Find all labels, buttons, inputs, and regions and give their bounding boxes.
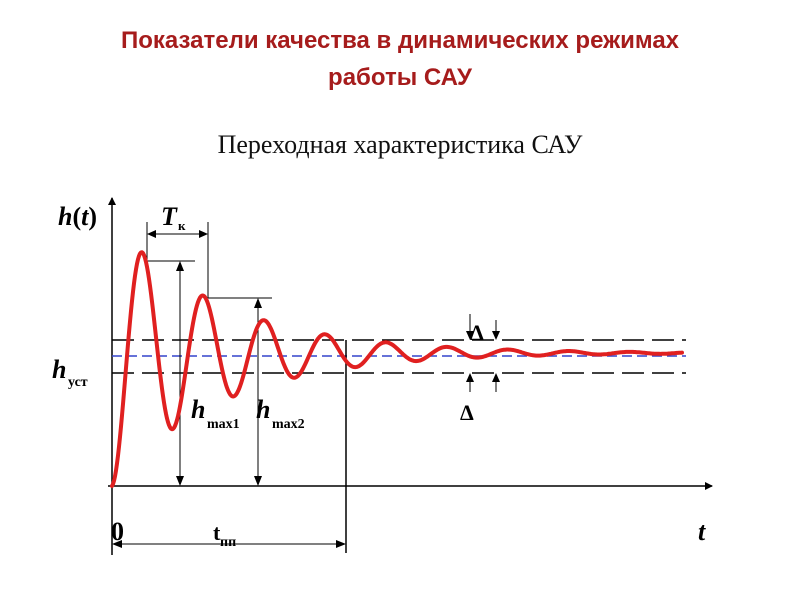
slide-title-line1: Показатели качества в динамических режим…	[120, 27, 680, 54]
settling-time-subscript: пп	[220, 535, 236, 550]
transient-response-curve	[110, 250, 684, 488]
steady-state-label: h	[52, 355, 66, 384]
x-axis-label: t	[698, 517, 706, 546]
diagram-subtitle: Переходная характеристика САУ	[217, 130, 583, 159]
period-subscript: к	[178, 218, 186, 233]
hmax1-label: h	[191, 395, 205, 424]
slide-title-line2: работы САУ	[328, 64, 472, 91]
origin-label: 0	[111, 517, 124, 546]
hmax1-subscript: max1	[207, 417, 240, 432]
delta-lower-label: Δ	[460, 400, 474, 425]
hmax2-subscript: max2	[272, 417, 305, 432]
settling-time-label: t	[213, 520, 221, 545]
y-axis-label: h(t)	[58, 202, 97, 231]
period-label: T	[161, 202, 178, 231]
hmax2-label: h	[256, 395, 270, 424]
delta-upper-label: Δ	[470, 320, 484, 345]
steady-state-subscript: уст	[68, 375, 88, 390]
